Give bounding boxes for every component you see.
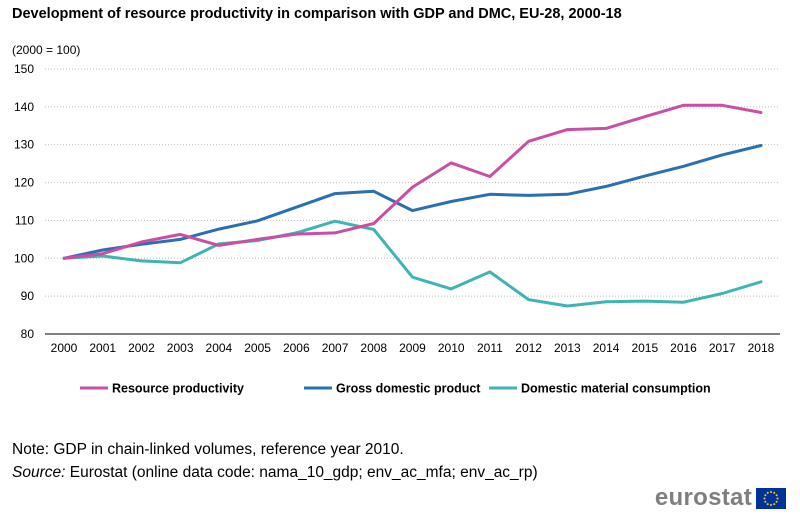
grid-lines [45, 68, 780, 297]
x-tick-label-2009: 2009 [399, 341, 426, 355]
y-axis-ticks: 80 90 100 110 120 130 140 150 [14, 62, 34, 341]
flag-star [766, 491, 769, 494]
flag-star [775, 493, 778, 496]
x-tick-label-2005: 2005 [244, 341, 271, 355]
y-tick-label-150: 150 [14, 62, 34, 76]
flag-star [770, 503, 772, 506]
flag-star [776, 497, 779, 499]
x-tick-label-2017: 2017 [709, 341, 736, 355]
footnote: Note: GDP in chain-linked volumes, refer… [12, 441, 404, 458]
x-tick-label-2003: 2003 [167, 341, 194, 355]
y-tick-label-90: 90 [21, 289, 35, 303]
source-line: Source: Eurostat (online data code: nama… [12, 464, 538, 482]
source-text: Eurostat (online data code: nama_10_gdp;… [69, 464, 538, 481]
y-tick-label-120: 120 [14, 176, 34, 190]
x-tick-label-2006: 2006 [283, 341, 310, 355]
x-tick-label-2011: 2011 [477, 341, 503, 355]
y-tick-label-140: 140 [14, 100, 34, 114]
eu-flag-icon [756, 487, 786, 509]
x-tick-label-2004: 2004 [206, 341, 233, 355]
y-tick-label-110: 110 [15, 213, 34, 227]
source-label: Source: [12, 464, 66, 481]
x-tick-label-2007: 2007 [322, 341, 349, 355]
x-tick-label-2002: 2002 [128, 341, 155, 355]
x-tick-label-2016: 2016 [670, 341, 697, 355]
series-lines [62, 103, 763, 308]
flag-star [773, 502, 776, 505]
x-tick-label-2013: 2013 [554, 341, 581, 355]
chart-title: Development of resource productivity in … [12, 6, 622, 22]
y-tick-label-100: 100 [14, 251, 34, 265]
y-tick-label-130: 130 [14, 138, 34, 152]
legend-label-resource-productivity: Resource productivity [112, 382, 244, 396]
legend: Resource productivity Gross domestic prod… [80, 382, 711, 396]
flag-star [770, 490, 772, 493]
series-line-domestic-material-consumption [62, 219, 763, 308]
x-tick-label-2010: 2010 [438, 341, 465, 355]
x-tick-label-2018: 2018 [748, 341, 775, 355]
legend-label-gross-domestic-product: Gross domestic product [336, 382, 481, 396]
chart-subtitle: (2000 = 100) [12, 43, 81, 57]
series-line-resource-productivity [62, 103, 763, 260]
y-tick-label-80: 80 [21, 327, 35, 341]
legend-label-domestic-material-consumption: Domestic material consumption [521, 382, 711, 396]
flag-star [764, 500, 767, 503]
x-axis: 2000 2001 2002 2003 2004 2005 2006 2007 2008 2009… [45, 333, 780, 355]
logo-text: eurostat [654, 484, 752, 511]
flag-star [773, 491, 776, 494]
flag-star [763, 497, 766, 499]
flag-star [764, 493, 767, 496]
flag-star [775, 500, 778, 503]
x-tick-label-2012: 2012 [515, 341, 542, 355]
x-tick-label-2015: 2015 [631, 341, 658, 355]
x-tick-label-2008: 2008 [360, 341, 387, 355]
x-tick-label-2000: 2000 [51, 341, 78, 355]
eurostat-logo: eurostat [655, 484, 786, 512]
flag-star [766, 502, 769, 505]
x-tick-label-2014: 2014 [593, 341, 620, 355]
x-tick-label-2001: 2001 [89, 341, 116, 355]
series-line-gross-domestic-product [62, 144, 763, 260]
